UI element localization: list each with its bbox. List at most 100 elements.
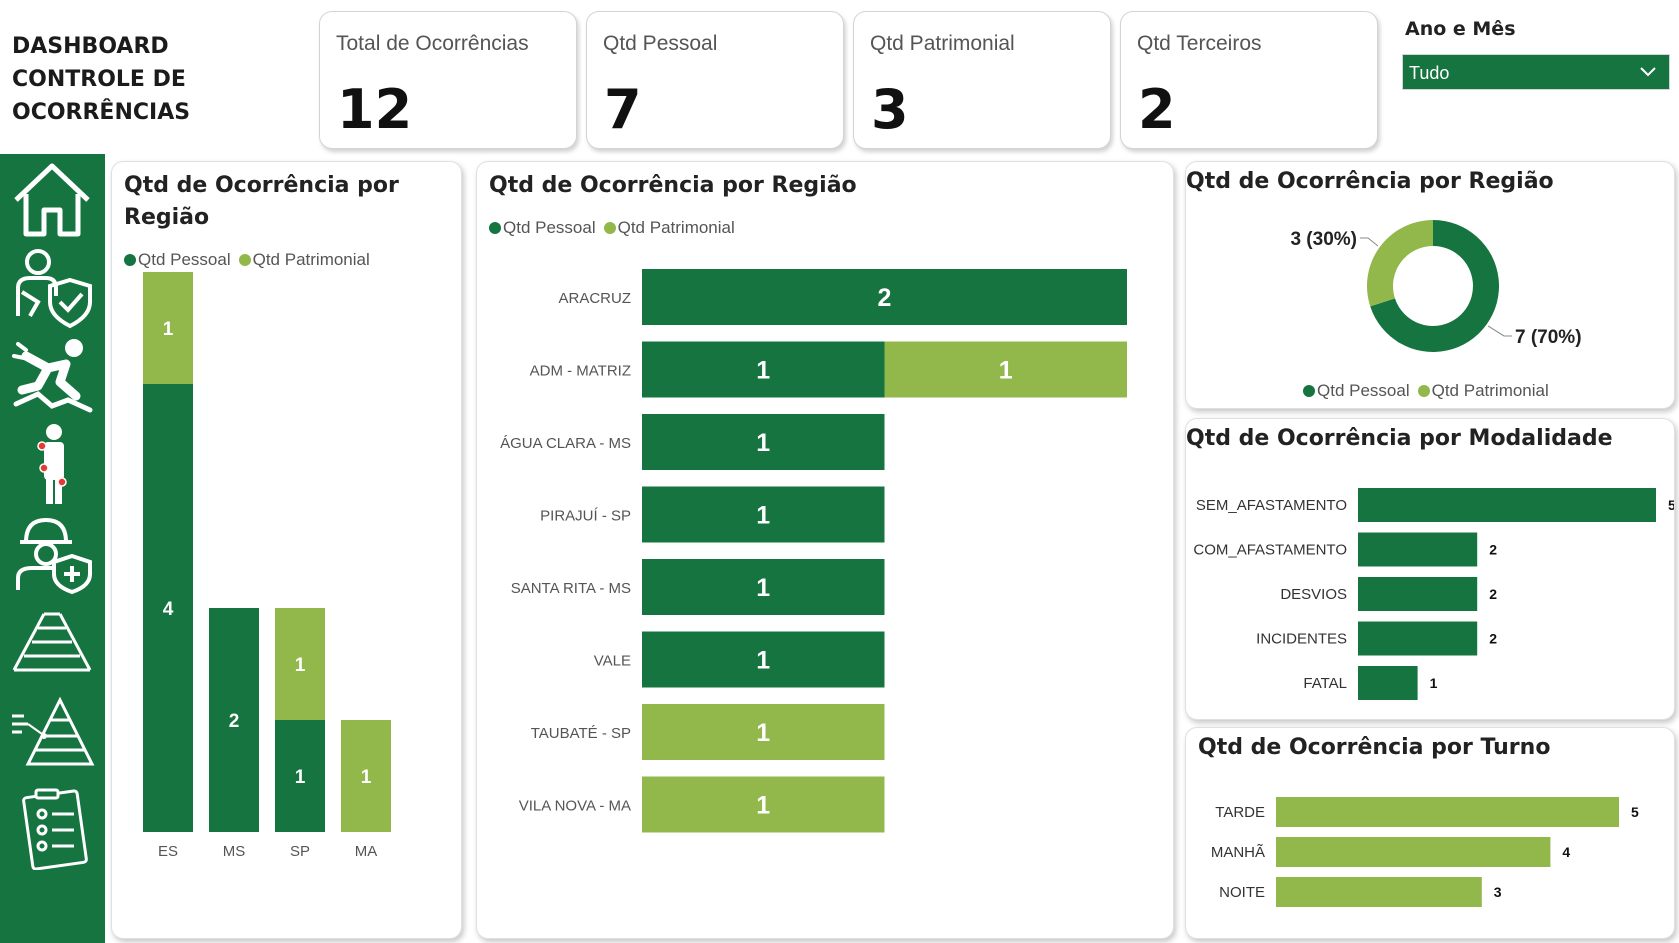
y-tick-label: ARACRUZ xyxy=(558,290,631,307)
bar-segment xyxy=(642,269,1127,325)
data-label: 1 xyxy=(163,319,174,340)
bar-segment xyxy=(642,559,885,615)
bar xyxy=(1358,532,1478,567)
kpi-value: 3 xyxy=(871,78,909,141)
pie-slice xyxy=(1367,220,1433,307)
bar-chart-region: 2 ARACRUZ 1 1 ADM - MATRIZ 1 ÁGUA CLARA - MS 1 P… xyxy=(500,269,1127,833)
y-tick-label: TARDE xyxy=(1215,804,1265,821)
data-label: 2 xyxy=(1489,586,1497,602)
bar-segment xyxy=(642,486,885,543)
y-tick-label: ADM - MATRIZ xyxy=(530,363,631,380)
y-tick-label: NOITE xyxy=(1219,884,1265,901)
bar-segment xyxy=(642,631,885,688)
y-tick-label: ÁGUA CLARA - MS xyxy=(500,435,631,452)
legend-item-pessoal[interactable]: Qtd Pessoal xyxy=(1303,381,1410,400)
legend-item-pessoal[interactable]: Qtd Pessoal xyxy=(489,218,596,237)
y-tick-label: TAUBATÉ - SP xyxy=(531,725,631,742)
panel-title: Qtd de Ocorrência por Região xyxy=(124,173,399,230)
bar xyxy=(1276,837,1551,867)
data-label: 2 xyxy=(229,711,240,732)
panel-region-bars: Qtd de Ocorrência por Região Qtd Pessoal… xyxy=(476,161,1174,939)
bar-segment xyxy=(275,720,325,832)
data-label: 2 xyxy=(1489,542,1497,558)
chart-legend: Qtd Pessoal Qtd Patrimonial xyxy=(1303,381,1557,401)
y-tick-label: FATAL xyxy=(1303,675,1347,692)
x-tick-label: ES xyxy=(158,843,178,860)
slicer-title: Ano e Mês xyxy=(1405,18,1516,40)
bar-chart-turno: 5 TARDE 4 MANHÃ 3 NOITE xyxy=(1211,797,1639,907)
data-label: 1 xyxy=(999,357,1013,385)
bar xyxy=(1358,488,1656,522)
x-tick-label: MA xyxy=(355,843,378,860)
y-tick-label: VALE xyxy=(594,653,631,670)
data-label: 3 xyxy=(1494,884,1502,900)
legend-item-patrimonial[interactable]: Qtd Patrimonial xyxy=(238,250,370,269)
y-tick-label: MANHÃ xyxy=(1211,844,1265,861)
leader-line xyxy=(1487,325,1513,337)
data-label: 1 xyxy=(756,647,770,675)
y-tick-label: VILA NOVA - MA xyxy=(519,798,631,815)
column-chart-region: 4 1 ES 2 MS 1 1 SP 1 MA xyxy=(143,272,391,860)
kpi-label: Qtd Pessoal xyxy=(603,32,718,55)
pyramid-layers-icon[interactable] xyxy=(8,602,96,686)
legend-item-patrimonial[interactable]: Qtd Patrimonial xyxy=(1417,381,1549,400)
panel-title: Qtd de Ocorrência por Turno xyxy=(1198,735,1551,760)
y-tick-label: SEM_AFASTAMENTO xyxy=(1196,497,1347,514)
bar-segment xyxy=(275,608,325,720)
bar-segment xyxy=(341,720,391,832)
legend-item-patrimonial[interactable]: Qtd Patrimonial xyxy=(603,218,735,237)
chevron-down-icon xyxy=(1640,67,1656,77)
chart-legend: Qtd Pessoal Qtd Patrimonial xyxy=(489,218,743,238)
bar xyxy=(1276,797,1619,827)
data-label: 5 xyxy=(1668,497,1675,513)
panel-region-columns: Qtd de Ocorrência por Região Qtd Pessoal… xyxy=(111,161,462,939)
body-injury-icon[interactable] xyxy=(8,422,96,506)
bar-segment xyxy=(209,608,259,832)
worker-health-shield-icon[interactable] xyxy=(8,510,96,594)
data-label: 1 xyxy=(295,655,306,676)
falling-person-icon[interactable] xyxy=(8,334,96,418)
injured-worker-shield-icon[interactable] xyxy=(8,246,96,330)
home-icon[interactable] xyxy=(8,158,96,242)
y-tick-label: COM_AFASTAMENTO xyxy=(1193,542,1347,559)
bar-chart-modalidade: 5 SEM_AFASTAMENTO 2 COM_AFASTAMENTO 2 DESVIOS… xyxy=(1193,488,1675,700)
data-label: 2 xyxy=(1489,631,1497,647)
data-label: 1 xyxy=(295,767,306,788)
panel-title: Qtd de Ocorrência por Região xyxy=(1186,169,1554,194)
kpi-value: 12 xyxy=(337,78,413,141)
y-tick-label: SANTA RITA - MS xyxy=(511,580,631,597)
data-label: 3 (30%) xyxy=(1290,229,1357,250)
bar xyxy=(1358,577,1478,611)
date-slicer-dropdown[interactable]: Tudo xyxy=(1402,54,1670,90)
kpi-card-terceiros: Qtd Terceiros 2 xyxy=(1120,11,1378,149)
data-label: 1 xyxy=(361,767,372,788)
data-label: 1 xyxy=(756,502,770,530)
x-tick-label: SP xyxy=(290,843,310,860)
data-label: 2 xyxy=(878,284,892,312)
kpi-card-total: Total de Ocorrências 12 xyxy=(319,11,577,149)
page-title: DASHBOARD CONTROLE DE OCORRÊNCIAS xyxy=(12,34,191,125)
sidebar-nav xyxy=(0,154,105,943)
kpi-label: Total de Ocorrências xyxy=(336,32,529,55)
legend-item-pessoal[interactable]: Qtd Pessoal xyxy=(124,250,231,269)
x-tick-label: MS xyxy=(223,843,246,860)
y-tick-label: PIRAJUÍ - SP xyxy=(540,508,631,525)
bar-segment xyxy=(642,704,885,760)
donut-chart-region: 7 (70%) 3 (30%) xyxy=(1290,220,1582,352)
bar-segment xyxy=(642,414,885,470)
kpi-card-patrimonial: Qtd Patrimonial 3 xyxy=(853,11,1111,149)
bar-segment xyxy=(642,341,885,398)
kpi-value: 2 xyxy=(1138,78,1176,141)
data-label: 1 xyxy=(756,719,770,747)
checklist-icon[interactable] xyxy=(8,786,96,870)
kpi-card-pessoal: Qtd Pessoal 7 xyxy=(586,11,844,149)
y-tick-label: INCIDENTES xyxy=(1256,631,1347,648)
bar xyxy=(1358,621,1478,656)
y-tick-label: DESVIOS xyxy=(1280,586,1347,603)
kpi-value: 7 xyxy=(604,78,642,141)
panel-turno: Qtd de Ocorrência por Turno 5 TARDE 4 MANHÃ… xyxy=(1185,727,1675,939)
chart-legend: Qtd Pessoal Qtd Patrimonial xyxy=(124,250,378,270)
bar-segment xyxy=(884,341,1127,398)
pyramid-chart-icon[interactable] xyxy=(8,694,96,778)
data-label: 4 xyxy=(1562,844,1570,860)
